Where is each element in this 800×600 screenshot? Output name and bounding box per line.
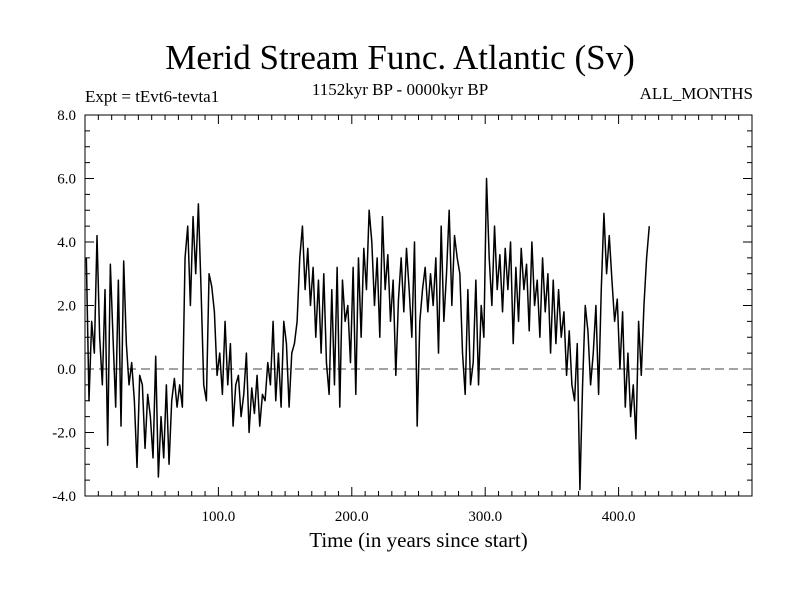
series-line [85,177,651,491]
chart-subtitle: 1152kyr BP - 0000kyr BP [311,80,489,99]
axis-ticks [85,114,752,497]
plot-frame [84,114,753,497]
x-tick-label: 300.0 [468,509,502,525]
y-tick-label: -4.0 [52,489,76,505]
x-tick-label: 200.0 [335,509,369,525]
y-tick-label: -2.0 [52,426,76,442]
y-tick-label: 0.0 [57,362,76,378]
y-tick-label: 8.0 [57,108,76,124]
x-tick-label: 100.0 [202,509,236,525]
chart-title: Merid Stream Func. Atlantic (Sv) [165,38,635,77]
y-tick-label: 4.0 [57,235,76,251]
y-tick-label: 2.0 [57,299,76,315]
y-tick-label: 6.0 [57,172,76,188]
experiment-label: Expt = tEvt6-tevta1 [85,87,220,106]
x-axis-label: Time (in years since start) [309,528,528,552]
months-label: ALL_MONTHS [639,84,753,103]
tick-labels: -4.0 -2.0 0.0 2.0 4.0 6.0 8.0 100.0 200.0 300.0 40… [52,108,635,525]
x-tick-label: 400.0 [602,509,636,525]
